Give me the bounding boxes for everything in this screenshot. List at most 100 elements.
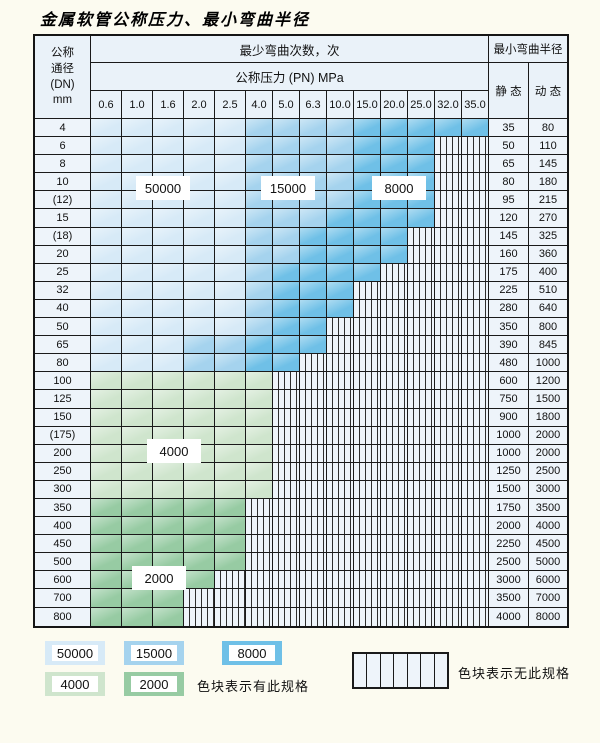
table-row-dn-600: 600 3000 6000	[35, 571, 567, 590]
spec-cell-unavailable	[435, 227, 462, 246]
static-radius-cell: 1000	[489, 444, 529, 463]
spec-cell-50000	[122, 227, 153, 246]
spec-cell-2000	[184, 498, 215, 518]
spec-cell-unavailable	[354, 517, 381, 536]
spec-cell-2000	[91, 553, 122, 572]
spec-cell-50000	[215, 318, 246, 337]
spec-cell-unavailable	[381, 390, 408, 409]
spec-cell-15000	[273, 245, 300, 264]
spec-cell-unavailable	[435, 372, 462, 391]
spec-cell-8000	[273, 336, 300, 355]
spec-cell-unavailable	[435, 263, 462, 282]
spec-cell-15000	[300, 155, 327, 174]
static-radius-cell: 1750	[489, 498, 529, 518]
spec-cell-4000	[246, 444, 273, 463]
spec-cell-2000	[153, 589, 184, 608]
spec-cell-8000	[408, 209, 435, 228]
spec-cell-50000	[153, 227, 184, 246]
spec-cell-unavailable	[327, 571, 354, 590]
spec-cell-unavailable	[354, 372, 381, 391]
spec-cell-4000	[91, 426, 122, 445]
table-row-dn-8: 8 65 145	[35, 155, 567, 174]
spec-cell-50000	[184, 155, 215, 174]
spec-cell-unavailable	[435, 191, 462, 210]
dn-cell: (12)	[35, 191, 91, 210]
spec-cell-2000	[122, 589, 153, 608]
static-radius-cell: 600	[489, 372, 529, 391]
spec-cell-50000	[122, 299, 153, 319]
table-header: 公称 通径 (DN) mm 最少弯曲次数，次 公称压力 (PN) MPa 0.6…	[35, 36, 567, 119]
spec-cell-8000	[300, 336, 327, 355]
radius-header-block: 最小弯曲半径 静 态 动 态	[489, 36, 567, 119]
static-column-header: 静 态	[489, 63, 529, 119]
spec-cell-unavailable	[300, 390, 327, 409]
spec-cell-unavailable	[462, 553, 489, 572]
dn-cell: 100	[35, 372, 91, 391]
spec-cell-unavailable	[246, 517, 273, 536]
spec-cell-unavailable	[354, 607, 381, 626]
spec-cell-50000	[184, 245, 215, 264]
spec-cell-15000	[184, 336, 215, 355]
legend-swatch-15000: 15000	[124, 641, 184, 665]
spec-cell-unavailable	[462, 318, 489, 337]
spec-cell-15000	[273, 209, 300, 228]
spec-cell-unavailable	[462, 173, 489, 192]
legend-swatch-value: 50000	[52, 645, 98, 661]
spec-cell-unavailable	[462, 245, 489, 264]
table-row-dn-450: 450 2250 4500	[35, 535, 567, 554]
spec-cell-15000	[246, 299, 273, 319]
spec-cell-unavailable	[435, 336, 462, 355]
spec-cell-15000	[246, 245, 273, 264]
static-radius-cell: 3500	[489, 589, 529, 608]
spec-cell-unavailable	[462, 227, 489, 246]
spec-cell-50000	[122, 137, 153, 156]
pn-header-value: 20.0	[381, 91, 408, 119]
spec-cell-4000	[122, 408, 153, 427]
spec-cell-unavailable	[462, 155, 489, 174]
region-label-2000: 2000	[132, 566, 186, 590]
spec-cell-unavailable	[327, 535, 354, 554]
spec-cell-2000	[215, 553, 246, 572]
hatch-stripe	[408, 654, 422, 687]
spec-cell-unavailable	[435, 209, 462, 228]
spec-cell-unavailable	[462, 571, 489, 590]
dn-cell: 350	[35, 498, 91, 518]
static-radius-cell: 1250	[489, 462, 529, 481]
dn-cell: 200	[35, 444, 91, 463]
hatch-stripe	[354, 654, 368, 687]
spec-cell-50000	[91, 119, 122, 138]
spec-cell-8000	[327, 281, 354, 300]
pn-header-value: 32.0	[435, 91, 462, 119]
spec-cell-unavailable	[462, 336, 489, 355]
dn-cell: 80	[35, 354, 91, 373]
region-label-50000: 50000	[136, 176, 190, 200]
spec-cell-4000	[122, 390, 153, 409]
spec-cell-15000	[327, 155, 354, 174]
spec-cell-50000	[122, 263, 153, 282]
spec-cell-50000	[215, 245, 246, 264]
spec-cell-unavailable	[408, 299, 435, 319]
table-row-dn-80: 80 480 1000	[35, 354, 567, 373]
spec-cell-50000	[153, 281, 184, 300]
spec-cell-unavailable	[408, 408, 435, 427]
spec-cell-unavailable	[408, 589, 435, 608]
pn-header-value: 10.0	[327, 91, 354, 119]
table-row-dn-400: 400 2000 4000	[35, 517, 567, 536]
spec-cell-unavailable	[327, 372, 354, 391]
spec-cell-8000	[354, 263, 381, 282]
spec-cell-unavailable	[327, 480, 354, 499]
spec-cell-50000	[153, 263, 184, 282]
spec-cell-8000	[273, 299, 300, 319]
dynamic-radius-cell: 845	[529, 336, 567, 355]
spec-cell-unavailable	[462, 408, 489, 427]
dynamic-radius-cell: 800	[529, 318, 567, 337]
spec-cell-50000	[215, 137, 246, 156]
spec-cell-unavailable	[381, 462, 408, 481]
spec-cell-50000	[184, 191, 215, 210]
spec-cell-50000	[91, 155, 122, 174]
spec-cell-2000	[184, 571, 215, 590]
spec-cell-50000	[91, 263, 122, 282]
spec-cell-8000	[327, 209, 354, 228]
spec-cell-unavailable	[327, 498, 354, 518]
pn-header-value: 25.0	[408, 91, 435, 119]
